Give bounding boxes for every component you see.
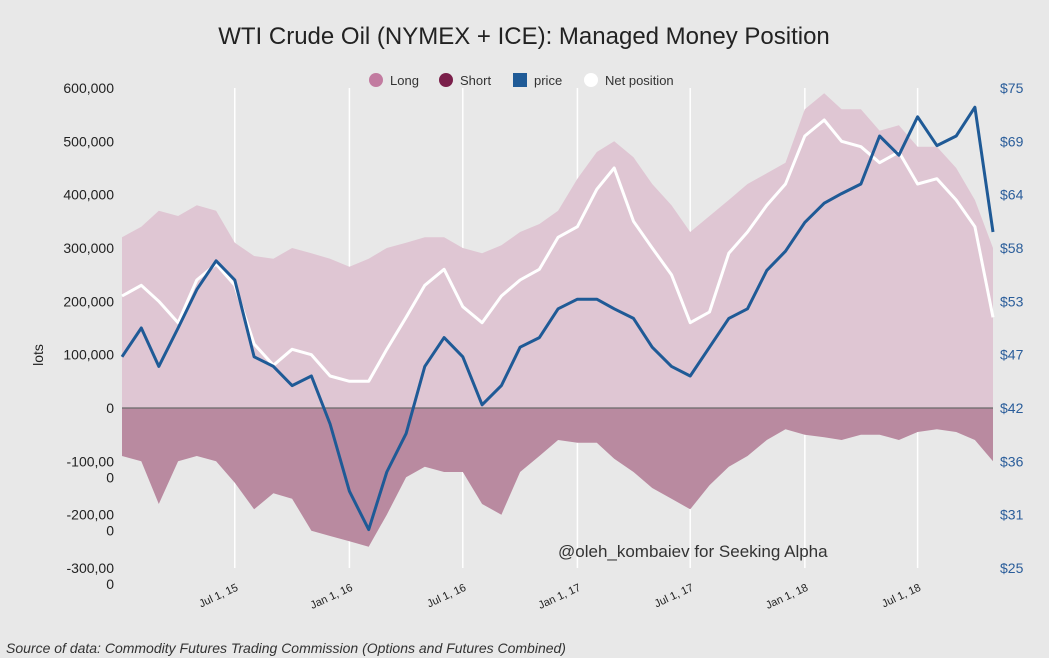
y-right-tick-label: $42 [1000,400,1024,416]
y-right-tick-label: $58 [1000,240,1024,256]
legend-label: Short [460,73,491,88]
legend-marker-long [369,73,383,87]
y-left-tick-label: -200,00 [67,507,115,523]
series-short-area [122,408,993,547]
y-right-tick-label: $36 [1000,453,1024,469]
y-right-tick-label: $75 [1000,80,1024,96]
y-right-tick-label: $53 [1000,293,1024,309]
y-axis-label: lots [30,344,46,366]
legend-marker-price [513,73,527,87]
legend-marker-net-position [584,73,598,87]
chart-title: WTI Crude Oil (NYMEX + ICE): Managed Mon… [218,23,830,50]
y-left-tick-label: 0 [106,400,114,416]
y-right-tick-label: $47 [1000,347,1024,363]
y-left-tick-label: 600,000 [63,80,114,96]
plot-area [120,88,995,568]
y-left-tick-label: 500,000 [63,133,114,149]
y-left-tick-label-continued: 0 [106,469,114,485]
legend: Long Short price Net position [369,73,674,88]
y-right-tick-label: $25 [1000,560,1024,576]
series-long-area [122,93,993,409]
y-left-tick-label: -100,00 [67,453,115,469]
y-right-tick-label: $69 [1000,133,1024,149]
y-left-tick-label: 300,000 [63,240,114,256]
legend-label: price [534,73,562,88]
watermark-text: @oleh_kombaiev for Seeking Alpha [558,542,828,561]
legend-label: Long [390,73,419,88]
legend-label: Net position [605,73,674,88]
source-note: Source of data: Commodity Futures Tradin… [6,640,566,656]
legend-marker-short [439,73,453,87]
series-price-line [120,105,995,532]
y-left-tick-label: -300,00 [67,560,115,576]
y-right-tick-label: $31 [1000,507,1024,523]
y-right-tick-label: $64 [1000,187,1024,203]
y-left-tick-label: 200,000 [63,293,114,309]
series-net-position-line [121,118,995,383]
y-left-tick-label: 400,000 [63,187,114,203]
y-left-tick-label: 100,000 [63,347,114,363]
y-left-tick-label-continued: 0 [106,576,114,592]
y-left-tick-label-continued: 0 [106,523,114,539]
